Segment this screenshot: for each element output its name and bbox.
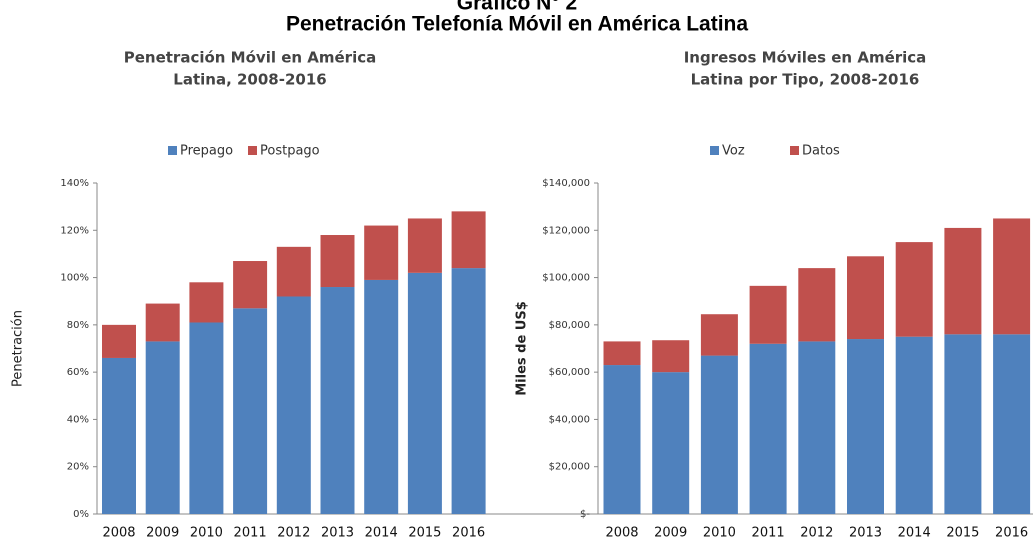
y-tick-label: $100,000: [542, 273, 590, 284]
bar-segment: [944, 227, 982, 335]
y-tick-label: $80,000: [549, 320, 590, 331]
bar-segment: [749, 285, 787, 344]
x-tick-label: 2011: [752, 526, 785, 541]
bar-segment: [749, 343, 787, 514]
bar-segment: [847, 339, 884, 514]
y-tick-label: 20%: [67, 462, 89, 473]
bar-segment: [407, 218, 442, 273]
bar-segment: [364, 279, 399, 514]
y-tick-label: $20,000: [549, 462, 590, 473]
bar-segment: [895, 242, 933, 337]
y-tick-label: 80%: [67, 320, 89, 331]
bar-segment: [451, 211, 486, 269]
y-axis-label: Penetración: [11, 310, 26, 387]
figure-number: Gráfico N° 2: [457, 0, 577, 15]
bar-segment: [700, 314, 738, 356]
y-tick-label: 100%: [60, 273, 89, 284]
x-tick-label: 2010: [190, 526, 223, 541]
bar-segment: [652, 340, 690, 373]
bar-segment: [993, 334, 1031, 514]
bar-segment: [189, 282, 224, 323]
y-axis-label: Miles de US$: [515, 301, 530, 396]
legend-swatch: [710, 146, 719, 155]
y-tick-label: 120%: [60, 225, 89, 236]
y-tick-label: 0%: [73, 509, 89, 520]
x-tick-label: 2008: [102, 526, 135, 541]
legend-swatch: [790, 146, 799, 155]
y-tick-label: $40,000: [549, 414, 590, 425]
x-tick-label: 2012: [800, 526, 833, 541]
bar-segment: [603, 341, 641, 366]
legend-label: Datos: [802, 144, 840, 159]
x-tick-label: 2009: [146, 526, 179, 541]
bar-segment: [407, 272, 442, 514]
bar-segment: [451, 268, 486, 514]
legend-label: Voz: [722, 144, 745, 159]
bar-segment: [364, 225, 399, 280]
bar-segment: [233, 308, 268, 514]
bar-segment: [189, 322, 224, 514]
bar-segment: [102, 357, 136, 514]
x-tick-label: 2016: [452, 526, 485, 541]
y-tick-label: $120,000: [542, 225, 590, 236]
chart-title: Ingresos Móviles en América: [684, 49, 927, 67]
x-tick-label: 2016: [995, 526, 1028, 541]
bar-segment: [652, 372, 690, 514]
y-tick-label: 40%: [67, 414, 89, 425]
bar-segment: [320, 235, 355, 288]
x-tick-label: 2015: [408, 526, 441, 541]
y-tick-label: 60%: [67, 367, 89, 378]
y-tick-label: $-: [580, 509, 590, 520]
bar-segment: [603, 365, 641, 514]
chart-title: Latina, 2008-2016: [173, 71, 326, 89]
bar-segment: [102, 324, 136, 358]
bar-segment: [320, 287, 355, 514]
y-tick-label: $60,000: [549, 367, 590, 378]
legend-label: Prepago: [180, 144, 233, 159]
bar-segment: [700, 355, 738, 514]
bar-segment: [276, 296, 311, 514]
x-tick-label: 2013: [849, 526, 882, 541]
bar-segment: [798, 268, 836, 342]
x-tick-label: 2012: [277, 526, 310, 541]
x-tick-label: 2014: [898, 526, 931, 541]
bar-segment: [276, 246, 311, 297]
x-tick-label: 2010: [703, 526, 736, 541]
y-tick-label: $140,000: [542, 178, 590, 189]
x-tick-label: 2011: [234, 526, 267, 541]
bar-segment: [944, 334, 982, 514]
bar-segment: [847, 256, 884, 340]
chart-title: Latina por Tipo, 2008-2016: [691, 71, 920, 89]
bar-segment: [233, 261, 268, 309]
x-tick-label: 2015: [946, 526, 979, 541]
x-tick-label: 2013: [321, 526, 354, 541]
figure-title: Penetración Telefonía Móvil en América L…: [286, 13, 748, 36]
legend-swatch: [168, 146, 177, 155]
x-tick-label: 2008: [605, 526, 638, 541]
bar-segment: [895, 336, 933, 514]
bar-segment: [145, 341, 180, 514]
y-tick-label: 140%: [60, 178, 89, 189]
bar-segment: [145, 303, 180, 342]
legend-swatch: [248, 146, 257, 155]
bar-segment: [798, 341, 836, 514]
bar-segment: [993, 218, 1031, 335]
x-tick-label: 2009: [654, 526, 687, 541]
chart-title: Penetración Móvil en América: [124, 49, 377, 67]
x-tick-label: 2014: [365, 526, 398, 541]
legend-label: Postpago: [260, 144, 320, 159]
